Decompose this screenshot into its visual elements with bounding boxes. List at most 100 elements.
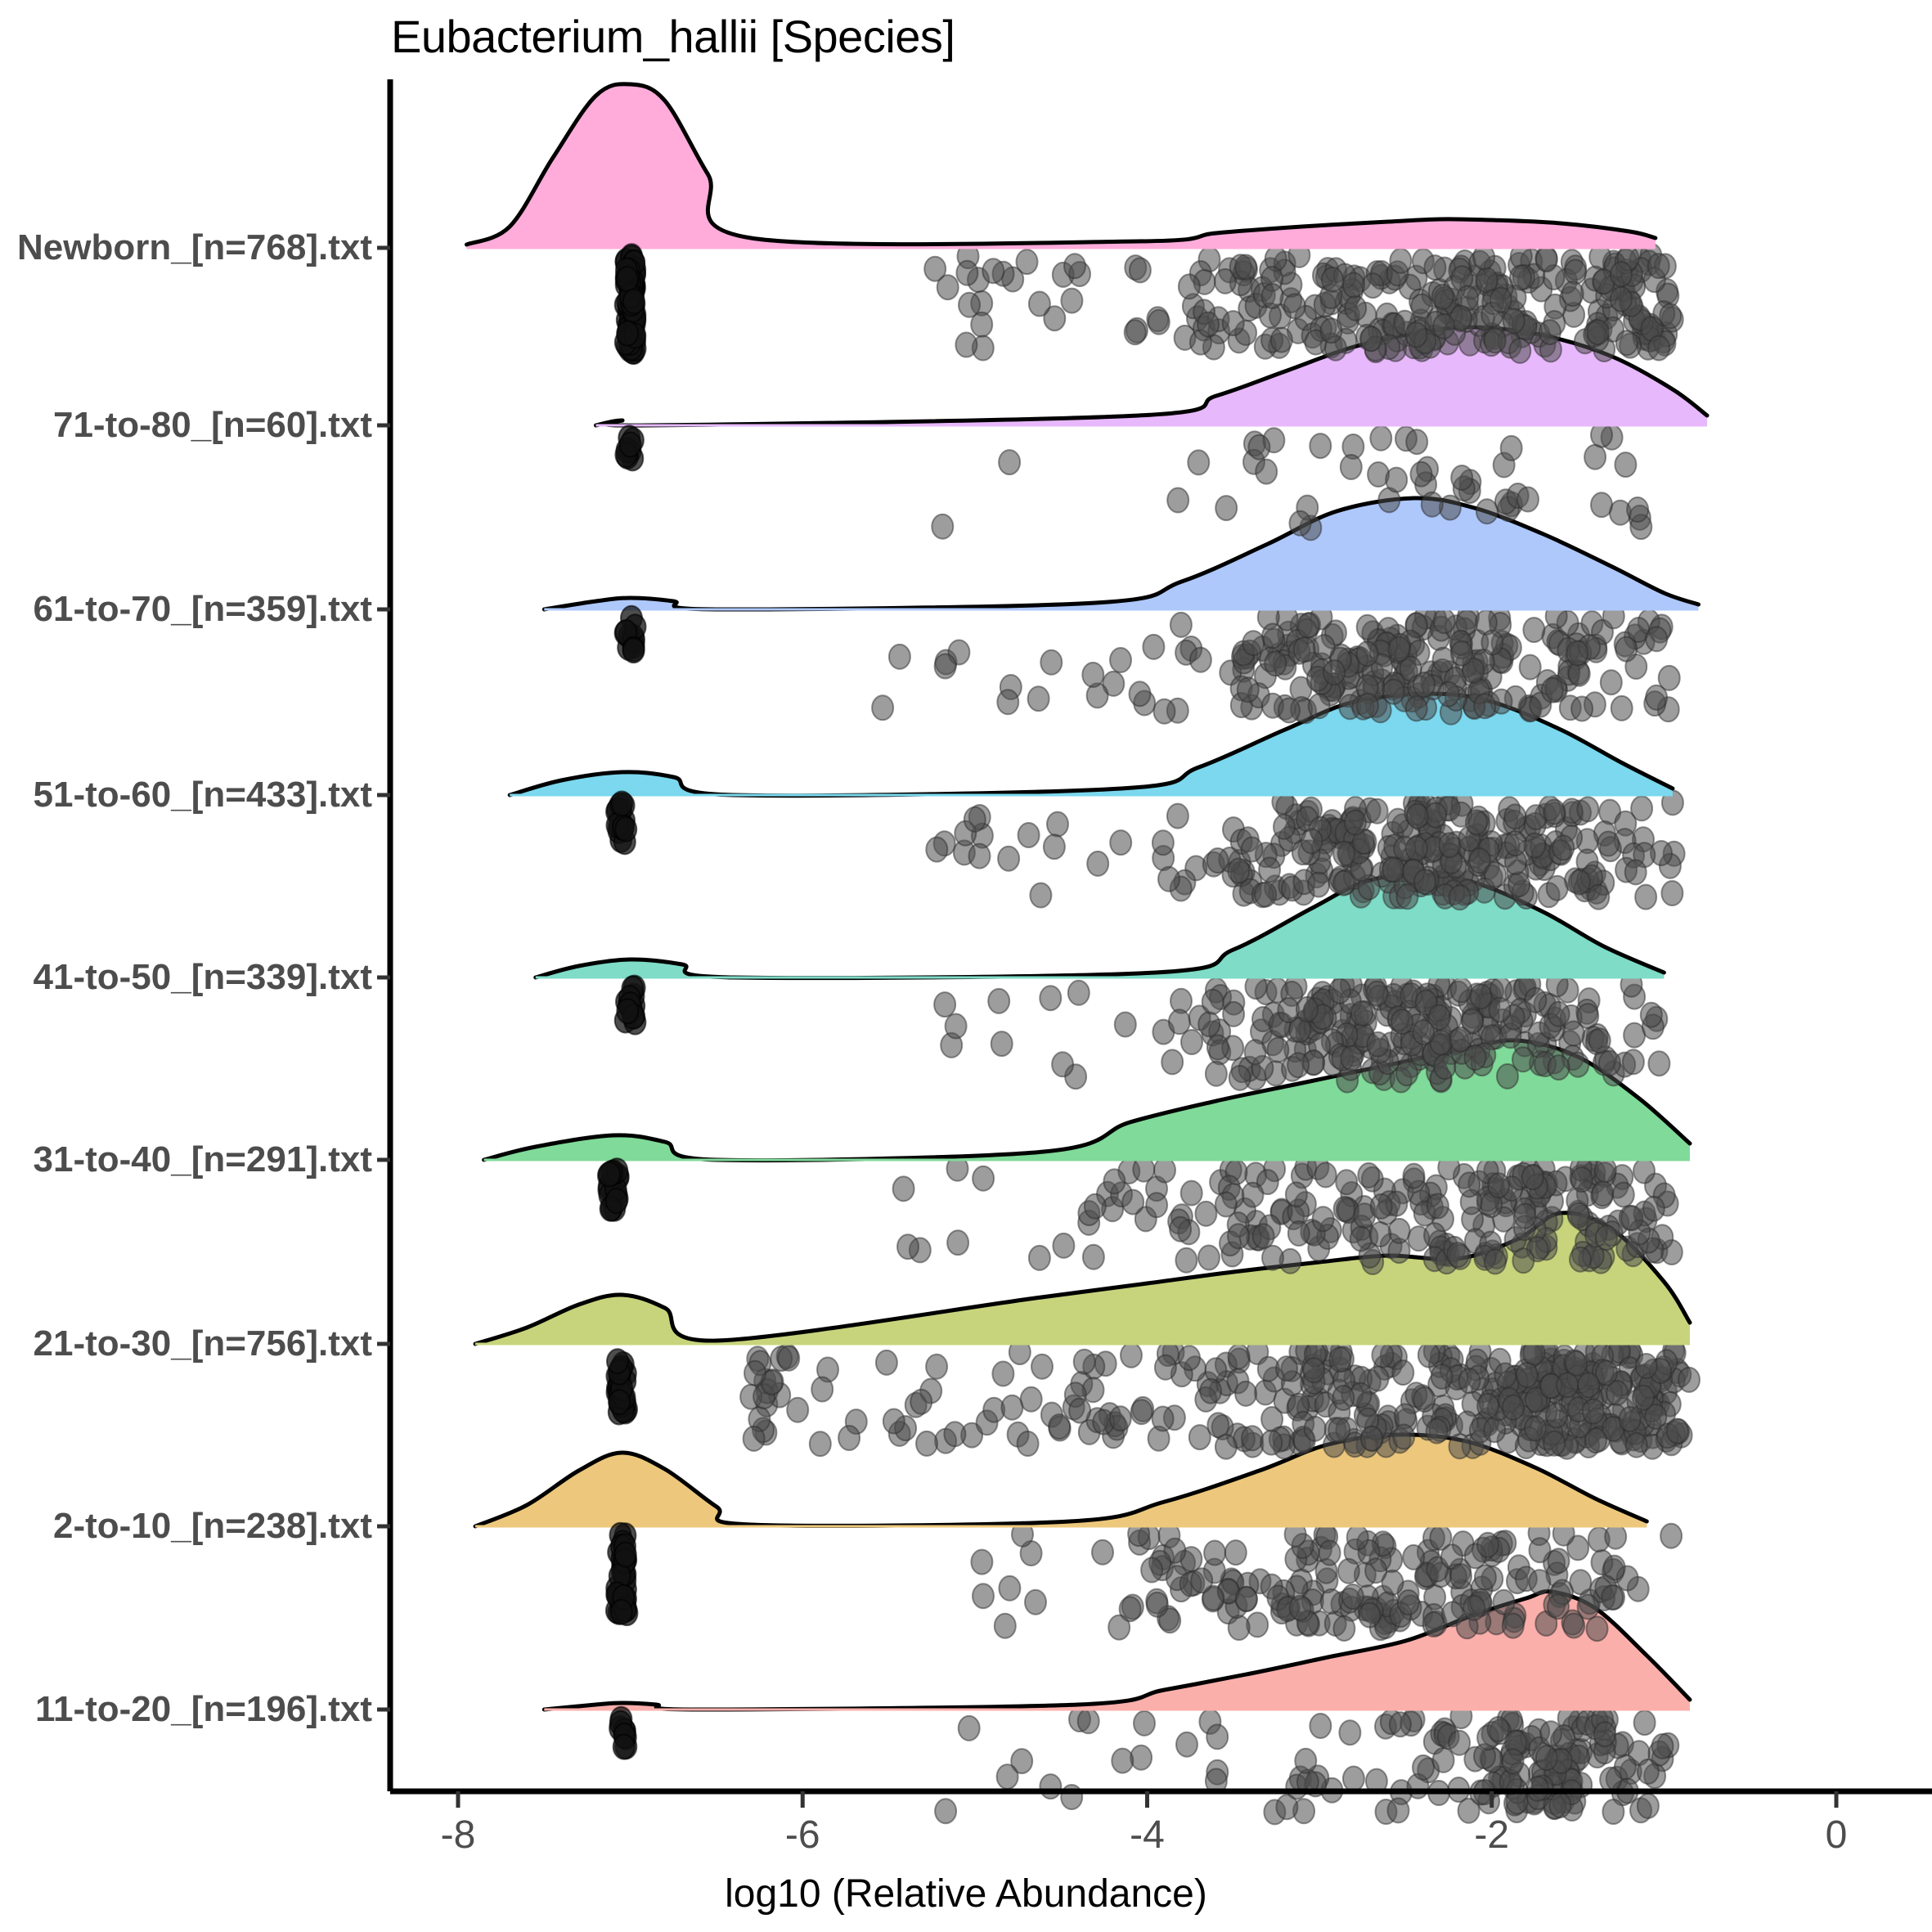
jitter-point (1346, 1524, 1369, 1551)
jitter-point (1067, 979, 1090, 1006)
ridge-group-6 (473, 1211, 1701, 1460)
jitter-point (943, 1421, 967, 1448)
jitter-point (1569, 1569, 1593, 1596)
y-axis-tick-label-7: 2-to-10_[n=238].txt (52, 1506, 372, 1546)
jitter-point (1604, 1523, 1628, 1550)
jitter-point (1292, 636, 1316, 663)
jitter-point (1102, 670, 1126, 697)
jitter-point (1395, 883, 1419, 910)
jitter-point (1264, 650, 1287, 677)
jitter-point (1523, 832, 1547, 859)
jitter-point (1027, 685, 1050, 712)
page-title: Eubacterium_hallii [Species] (391, 11, 955, 62)
zero-spike-point (616, 320, 640, 347)
jitter-point (1392, 1423, 1416, 1450)
jitter-point (1475, 498, 1498, 525)
jitter-point (1576, 1003, 1600, 1030)
zero-spike-point (612, 1733, 636, 1760)
jitter-point (1091, 1539, 1114, 1566)
jitter-point (1043, 305, 1067, 332)
jitter-point (1525, 1386, 1548, 1413)
jitter-point (1562, 1612, 1586, 1639)
jitter-point (1048, 1413, 1072, 1440)
ridge-group-3 (507, 691, 1686, 911)
jitter-point (987, 987, 1011, 1014)
jitter-point (1522, 617, 1546, 644)
ridge-outline-0 (465, 82, 1658, 247)
jitter-point (1476, 1531, 1499, 1558)
jitter-point (1566, 1051, 1590, 1078)
jitter-point (1241, 1181, 1265, 1208)
jitter-point (1545, 1402, 1568, 1429)
jitter-points-7 (970, 1520, 1683, 1642)
jitter-point (1269, 326, 1293, 353)
jitter-points-4 (933, 971, 1671, 1094)
jitter-point (1624, 859, 1647, 886)
zero-spike-points-4 (613, 974, 647, 1036)
jitter-point (1659, 303, 1683, 330)
jitter-point (1446, 1242, 1470, 1269)
jitter-point (1391, 1009, 1414, 1036)
jitter-point (1543, 1430, 1566, 1457)
jitter-point (1587, 883, 1611, 910)
zero-spike-points-0 (613, 243, 647, 365)
jitter-point (1086, 850, 1110, 877)
jitter-point (1221, 310, 1245, 337)
jitter-point (1566, 640, 1589, 667)
jitter-point (996, 689, 1020, 716)
y-axis-tick-label-3: 51-to-60_[n=433].txt (33, 775, 372, 815)
jitter-point (925, 1353, 949, 1380)
jitter-point (1303, 1415, 1327, 1442)
jitter-point (1431, 283, 1454, 310)
jitter-point (1487, 1172, 1511, 1199)
jitter-point (1355, 640, 1379, 667)
jitter-point (1275, 1355, 1298, 1382)
jitter-point (1130, 1399, 1153, 1426)
jitter-point (963, 806, 986, 833)
jitter-point (1227, 857, 1251, 884)
jitter-point (1169, 1215, 1193, 1242)
zero-spike-point (615, 266, 639, 293)
jitter-point (1503, 830, 1527, 857)
jitter-point (1588, 1027, 1611, 1054)
jitter-points-5 (892, 1154, 1683, 1275)
jitter-point (1581, 1398, 1605, 1425)
jitter-point (1396, 1589, 1420, 1615)
jitter-point (1651, 1732, 1674, 1759)
jitter-point (1545, 874, 1569, 901)
jitter-point (1341, 1584, 1364, 1610)
jitter-point (1496, 1063, 1519, 1090)
jitter-point (1224, 1539, 1247, 1566)
jitter-point (1647, 253, 1670, 280)
jitter-point (1461, 1008, 1484, 1035)
jitter-point (1626, 496, 1650, 523)
jitter-point (1287, 1052, 1310, 1079)
jitter-point (1610, 261, 1633, 288)
zero-spike-point (610, 790, 634, 817)
jitter-point (1665, 1418, 1689, 1445)
ridge-group-0 (465, 82, 1684, 364)
jitter-point (1342, 272, 1365, 299)
jitter-point (1109, 647, 1132, 673)
jitter-point (931, 513, 955, 540)
jitter-point (1318, 1539, 1341, 1566)
zero-spike-points-6 (605, 1348, 638, 1426)
jitter-point (1465, 809, 1488, 836)
jitter-point (1027, 290, 1051, 317)
jitter-point (1251, 1223, 1275, 1250)
jitter-point (1611, 1181, 1635, 1208)
zero-spike-point (616, 998, 640, 1025)
jitter-point (1382, 856, 1405, 883)
jitter-point (1402, 1162, 1426, 1189)
jitter-point (1507, 871, 1531, 898)
jitter-point (1634, 1353, 1658, 1379)
jitter-point (1151, 829, 1175, 856)
jitter-point (811, 1376, 834, 1403)
jitter-point (1060, 287, 1084, 314)
jitter-point (1283, 293, 1306, 320)
jitter-point (1335, 1169, 1359, 1196)
jitter-point (993, 1612, 1017, 1639)
jitter-point (1508, 337, 1532, 364)
jitter-point (1547, 1548, 1570, 1575)
jitter-point (1404, 835, 1428, 862)
